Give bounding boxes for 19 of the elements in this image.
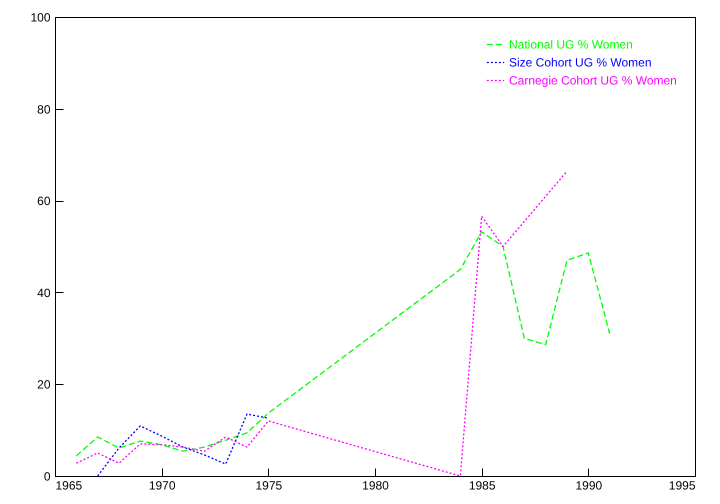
y-tick-label: 60 [37,194,51,208]
x-tick-label: 1995 [668,478,696,492]
x-tick-label: 1990 [575,478,603,492]
x-tick-label: 1970 [148,478,176,492]
x-tick-label: 1980 [362,478,390,492]
legend-label: Carnegie Cohort UG % Women [509,74,677,88]
line-series [76,170,568,477]
y-tick-label: 40 [37,286,51,300]
y-tick-label: 100 [30,10,51,24]
line-series [76,231,610,456]
y-tick-label: 20 [37,378,51,392]
line-series [97,413,269,477]
x-tick-label: 1985 [468,478,496,492]
x-tick-label: 1965 [56,478,83,492]
y-tick-label: 0 [44,470,51,484]
legend-label: National UG % Women [509,38,633,52]
legend-label: Size Cohort UG % Women [509,56,652,70]
x-tick-label: 1975 [255,478,283,492]
y-tick-label: 80 [37,102,51,116]
